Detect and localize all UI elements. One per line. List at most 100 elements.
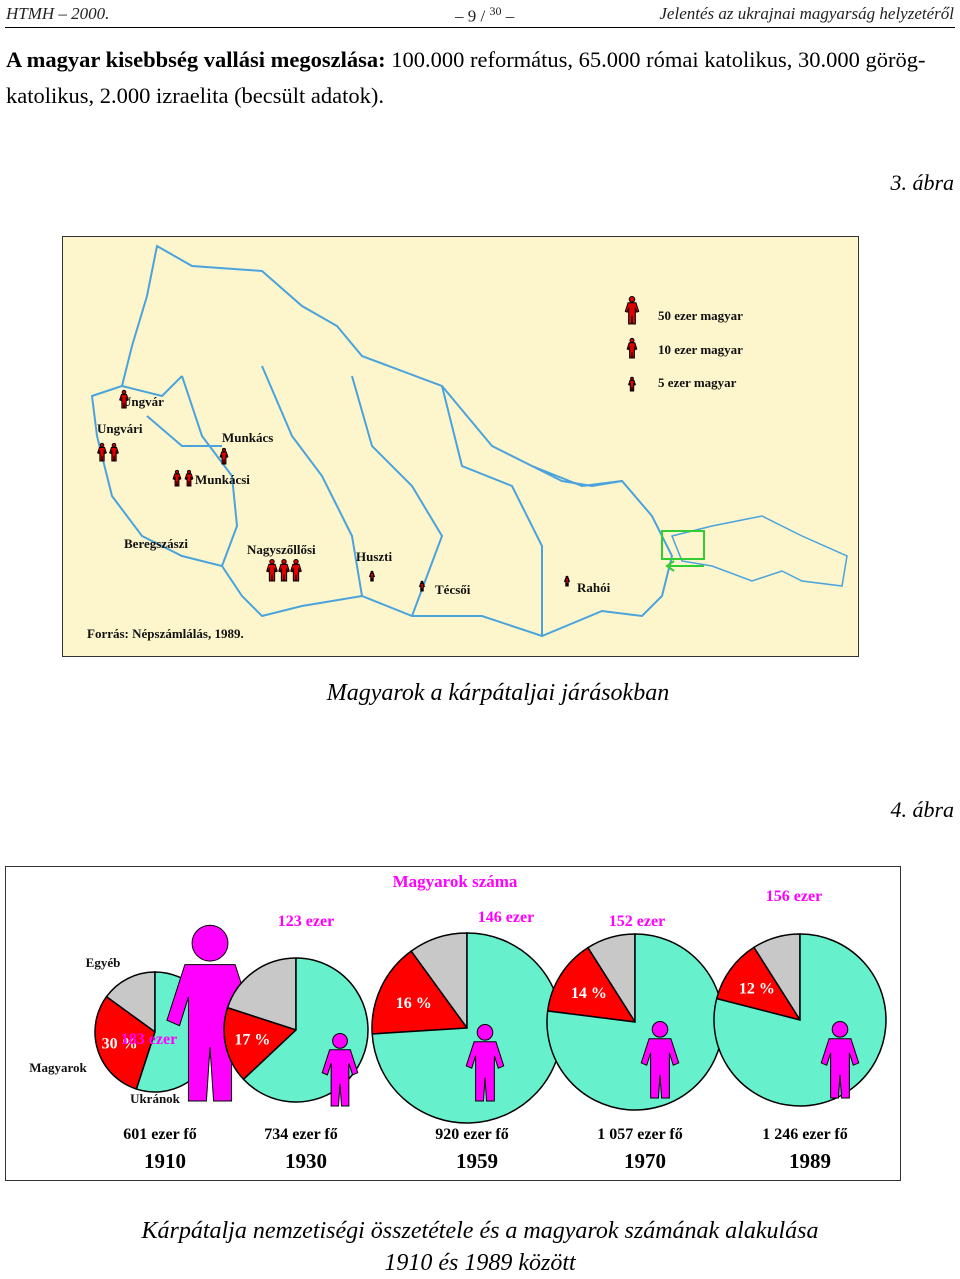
person-head (476, 1024, 494, 1041)
hungarian-count: 156 ezer (766, 888, 822, 905)
place-label: Nagyszőllősi (247, 542, 316, 557)
person-body (184, 473, 194, 487)
figure-label: 3. ábra (890, 170, 954, 195)
year: 1910 (144, 1149, 186, 1173)
slice-label: Ukránok (130, 1091, 181, 1106)
page-number: – 9 / 30 – (455, 4, 514, 27)
slice-value-label: 30 % (102, 1035, 138, 1052)
person-head (332, 1032, 348, 1049)
header-rule (5, 27, 955, 28)
year: 1970 (624, 1149, 666, 1173)
paragraph-bold: A magyar kisebbség vallási megoszlása: (6, 47, 386, 72)
person-body (321, 1049, 359, 1107)
person-body (172, 473, 182, 487)
hungarian-count: 183 ezer (121, 1031, 177, 1048)
person-body (418, 582, 426, 592)
person-body (624, 302, 640, 325)
person-head (629, 337, 635, 343)
pages: 30 (489, 4, 502, 18)
person-body (465, 1041, 505, 1102)
paragraph-text: 100.000 református, 65.000 római katolik… (6, 47, 926, 108)
person-body (563, 577, 571, 587)
person-body (97, 446, 107, 462)
pie-slice (226, 957, 297, 1032)
slice-value-label: 14 % (571, 985, 607, 1002)
caption-line: Kárpátalja nemzetiségi összetétele és a … (141, 1218, 819, 1244)
pie-slice (371, 950, 469, 1035)
map: 50 ezer magyar 10 ezer magyar 5 ezer magya… (62, 236, 859, 657)
place-label: Munkácsi (195, 472, 250, 487)
map-source: Forrás: Népszámlálás, 1989. (87, 626, 244, 641)
place-label: Ungvári (97, 421, 143, 436)
person-body (109, 446, 119, 462)
pie-slice (715, 946, 802, 1022)
caption-line: 1910 és 1989 között (384, 1250, 576, 1276)
place-label: Ungvár (122, 394, 164, 409)
figure-caption: Magyarok a kárpátaljai járásokban (326, 680, 670, 706)
place-label: Rahói (577, 580, 611, 595)
page-end: – (505, 6, 515, 26)
person-body (640, 1038, 680, 1099)
person-body (820, 1038, 860, 1099)
population: 601 ezer fő (123, 1126, 196, 1143)
person-head (99, 442, 105, 448)
place-label: Munkács (222, 430, 273, 445)
chart-title: Magyarok száma (393, 872, 518, 891)
person-head (221, 447, 227, 453)
person-head (628, 296, 636, 303)
year: 1930 (285, 1149, 327, 1173)
figure-caption: Kárpátalja nemzetiségi összetétele és a … (0, 1215, 960, 1279)
slice-label: Egyéb (86, 955, 121, 970)
person-body (219, 451, 229, 465)
person-body (266, 563, 278, 582)
hungarian-count: 123 ezer (278, 913, 334, 930)
year: 1959 (456, 1149, 498, 1173)
year: 1989 (789, 1149, 831, 1173)
legend-label: 10 ezer magyar (658, 342, 743, 357)
person-head (831, 1021, 849, 1038)
map-borders (90, 244, 674, 638)
pie-slice (371, 932, 563, 1124)
pie-slice (105, 971, 156, 1034)
pie-slice (546, 946, 637, 1023)
slice-label: Magyarok (29, 1060, 87, 1075)
person-head (651, 1021, 669, 1038)
person-head (281, 558, 287, 565)
inset-arrow (665, 560, 704, 572)
legend-label: 5 ezer magyar (658, 375, 737, 390)
pie-slice (223, 1006, 298, 1081)
page: – 9 / (455, 6, 486, 26)
legend-label: 50 ezer magyar (658, 308, 743, 323)
inset-box (661, 530, 705, 560)
inset-map (670, 515, 848, 587)
population: 1 246 ezer fő (762, 1126, 847, 1143)
figure-label: 4. ábra (890, 797, 954, 822)
person-head (269, 558, 275, 565)
place-label: Técsői (435, 582, 471, 597)
header-right: Jelentés az ukrajnai magyarság helyzetér… (659, 4, 954, 23)
person-body (368, 572, 376, 582)
person-body (290, 563, 302, 582)
slice-value-label: 17 % (234, 1032, 270, 1049)
population: 734 ezer fő (264, 1126, 337, 1143)
person-head (186, 469, 192, 475)
header-left: HTMH – 2000. (6, 4, 110, 23)
pie-slice (546, 933, 724, 1111)
person-head (630, 376, 634, 381)
population: 920 ezer fő (435, 1126, 508, 1143)
person-body (626, 342, 638, 359)
person-head (111, 442, 117, 448)
pie-slice (94, 995, 156, 1091)
person-body (628, 379, 636, 392)
place-label: Huszti (356, 549, 393, 564)
person-body (119, 393, 129, 409)
paragraph: A magyar kisebbség vallási megoszlása: 1… (6, 42, 956, 114)
pie-figure: Magyarok száma Egyéb Magyarok Ukránok 30… (5, 866, 901, 1181)
person-head (174, 469, 180, 475)
person-head (121, 389, 127, 395)
slice-value-label: 12 % (739, 981, 775, 998)
place-label: Beregszászi (124, 536, 188, 551)
person-head (191, 924, 229, 962)
population: 1 057 ezer fő (597, 1126, 682, 1143)
